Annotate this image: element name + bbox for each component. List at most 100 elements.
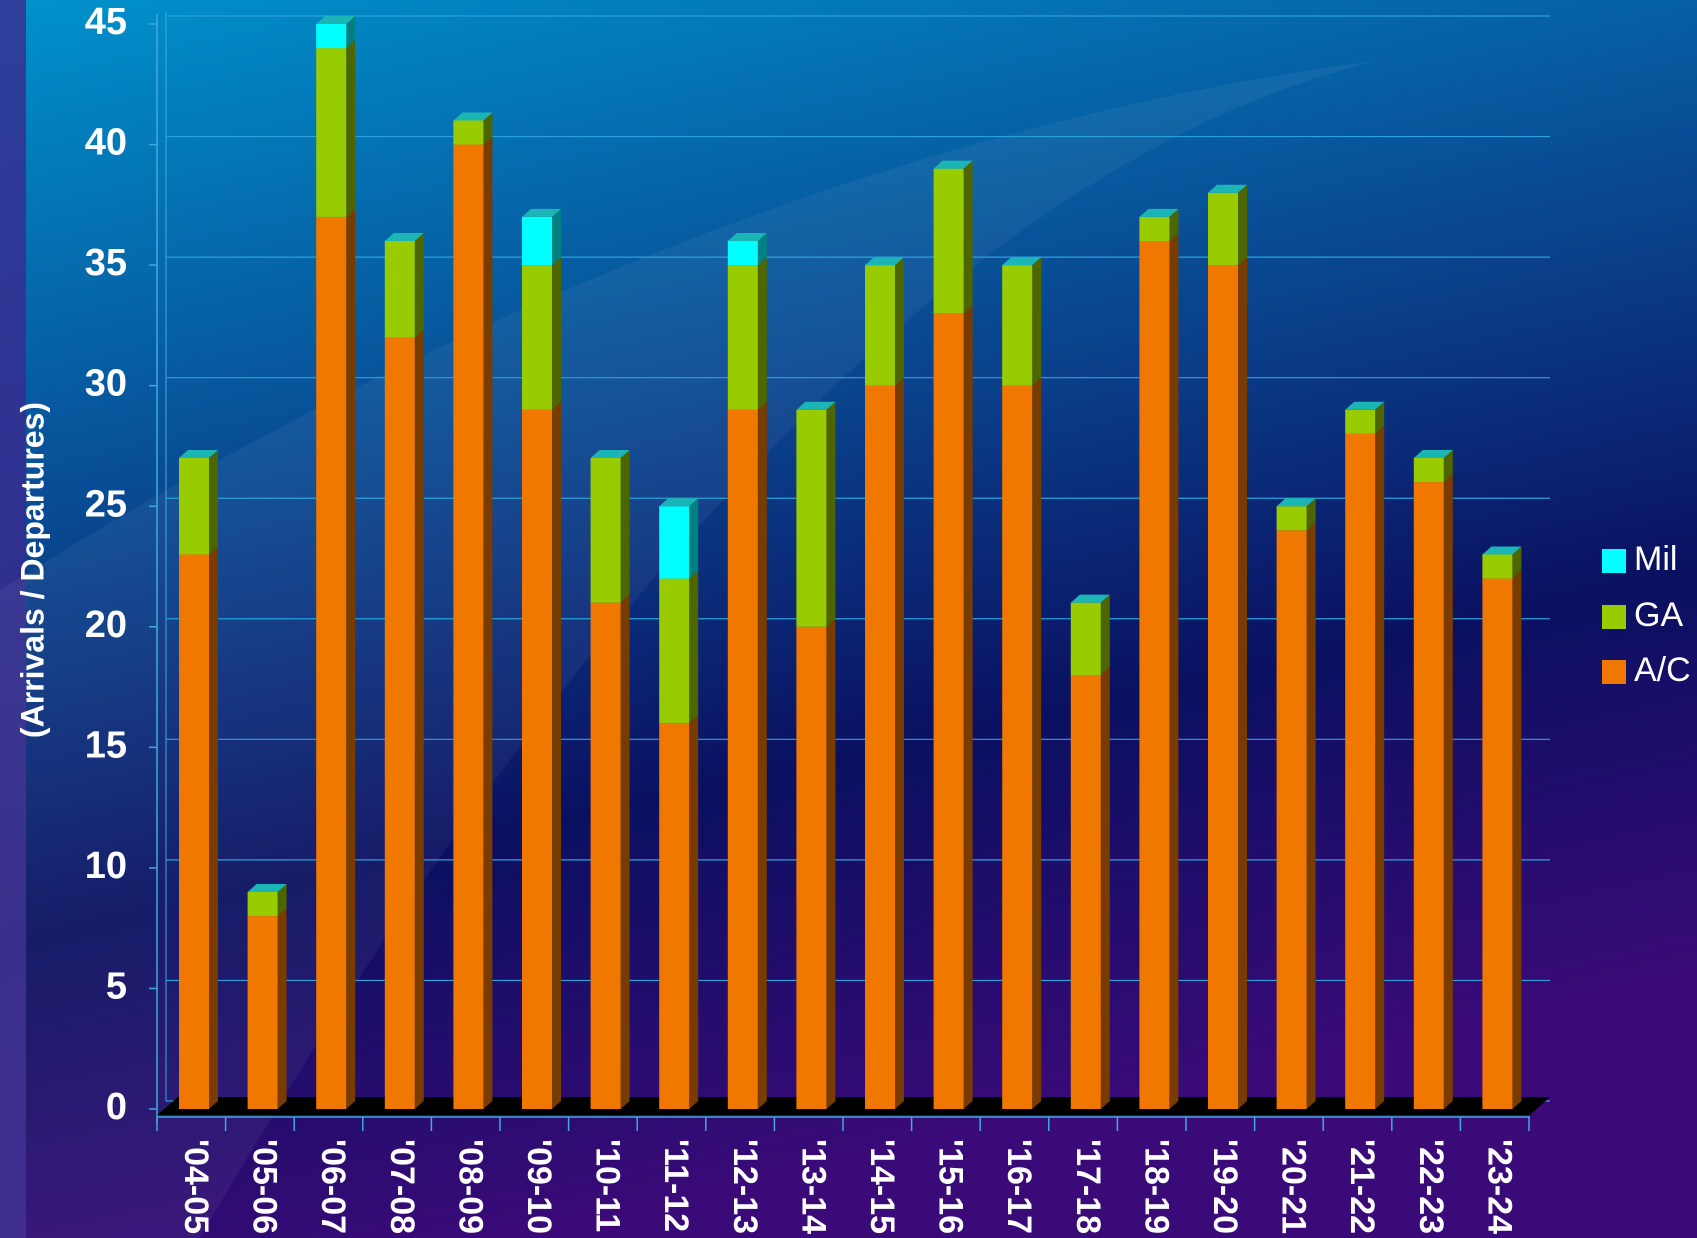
- x-tick-label: '19-20: [1206, 1139, 1244, 1234]
- bar: [796, 409, 827, 627]
- x-tick-label: '18-19: [1137, 1139, 1175, 1234]
- bar-side: [209, 546, 218, 1109]
- bar-side: [689, 570, 699, 724]
- legend-swatch: [1602, 605, 1626, 629]
- x-tick-label: '10-11: [589, 1139, 627, 1232]
- bar: [522, 265, 552, 410]
- bar-side: [1375, 401, 1385, 434]
- bar-side: [346, 208, 356, 1109]
- bar-side: [346, 16, 356, 49]
- bar-side: [895, 257, 904, 386]
- y-tick-label: 10: [85, 845, 127, 887]
- bar-top: [1002, 257, 1042, 266]
- bar: [1276, 530, 1307, 1109]
- x-tick-label: '22-23: [1412, 1139, 1450, 1234]
- bar-side: [414, 233, 424, 338]
- bar-top: [453, 112, 493, 121]
- x-tick-label: '09-10: [520, 1139, 558, 1234]
- y-tick-label: 0: [106, 1086, 127, 1128]
- bar-side: [1443, 474, 1453, 1110]
- bar: [453, 144, 484, 1110]
- bar: [1002, 265, 1033, 386]
- y-tick-label: 25: [85, 483, 127, 525]
- bar-side: [1238, 184, 1247, 266]
- bar-top: [247, 884, 287, 892]
- x-tick-label: '20-21: [1275, 1139, 1313, 1234]
- y-tick-label: 45: [85, 1, 127, 43]
- legend-swatch: [1602, 660, 1626, 684]
- bar-top: [1208, 184, 1247, 193]
- x-tick-label: '07-08: [383, 1139, 421, 1234]
- bar-top: [865, 257, 904, 266]
- bar-side: [1306, 522, 1316, 1109]
- x-tick-label: '08-09: [451, 1139, 489, 1234]
- bar: [316, 48, 347, 217]
- bar: [1208, 265, 1238, 1110]
- bar: [933, 168, 964, 314]
- floor: [157, 1097, 1550, 1115]
- bar-top: [1070, 594, 1110, 603]
- bar: [247, 892, 278, 917]
- bar: [1482, 554, 1513, 579]
- bar: [1345, 433, 1376, 1109]
- bar-top: [727, 233, 767, 241]
- bar-side: [689, 715, 699, 1109]
- legend-swatch: [1602, 549, 1626, 573]
- bar: [1482, 578, 1513, 1109]
- bar: [727, 409, 758, 1109]
- x-tick-label: '13-14: [794, 1139, 832, 1234]
- bar-side: [1375, 425, 1385, 1109]
- bar: [453, 120, 484, 145]
- y-tick-label: 40: [85, 122, 127, 164]
- bar: [384, 241, 415, 338]
- bar-side: [209, 450, 218, 555]
- bar-top: [1482, 546, 1522, 555]
- bar-side: [963, 160, 973, 314]
- x-tick-label: '11-12: [657, 1139, 695, 1232]
- bar-side: [1032, 377, 1042, 1110]
- bar-side: [963, 305, 973, 1109]
- bar-side: [1100, 594, 1110, 675]
- bar-top: [590, 450, 630, 458]
- bar-side: [1238, 257, 1247, 1110]
- bar: [659, 723, 690, 1109]
- bar-side: [483, 136, 493, 1110]
- bar: [796, 626, 827, 1109]
- x-tick-label: '04-05: [177, 1139, 215, 1234]
- x-tick-label: '12-13: [726, 1139, 764, 1234]
- bar: [1413, 482, 1444, 1110]
- bar-side: [757, 233, 767, 266]
- bar-side: [1100, 667, 1110, 1109]
- y-tick-label: 20: [85, 604, 127, 646]
- y-axis-label: (Arrivals / Departures): [14, 402, 50, 738]
- y-tick-label: 5: [106, 965, 127, 1007]
- bar: [865, 385, 895, 1110]
- bar: [522, 409, 552, 1109]
- bar-side: [757, 401, 767, 1109]
- bar-side: [826, 618, 836, 1109]
- bar: [1070, 675, 1101, 1109]
- legend-label: Mil: [1634, 540, 1677, 578]
- bar-side: [552, 208, 561, 266]
- bar-top: [179, 450, 218, 458]
- bar: [933, 313, 964, 1109]
- x-tick-label: '15-16: [932, 1139, 970, 1234]
- bar-side: [277, 884, 287, 917]
- bar-side: [757, 257, 767, 410]
- bar-side: [895, 377, 904, 1110]
- bar: [179, 458, 209, 555]
- bar: [1139, 241, 1170, 1109]
- bar: [247, 916, 278, 1109]
- legend-label: GA: [1634, 596, 1683, 634]
- bar: [1070, 602, 1101, 675]
- y-tick-label: 35: [85, 242, 127, 284]
- bar-top: [522, 208, 561, 217]
- bar-side: [552, 401, 561, 1109]
- bar-side: [620, 594, 630, 1109]
- bar: [522, 216, 552, 266]
- bar-side: [1032, 257, 1042, 386]
- bar: [590, 602, 621, 1109]
- bar-top: [659, 498, 699, 507]
- bar-side: [1512, 570, 1522, 1109]
